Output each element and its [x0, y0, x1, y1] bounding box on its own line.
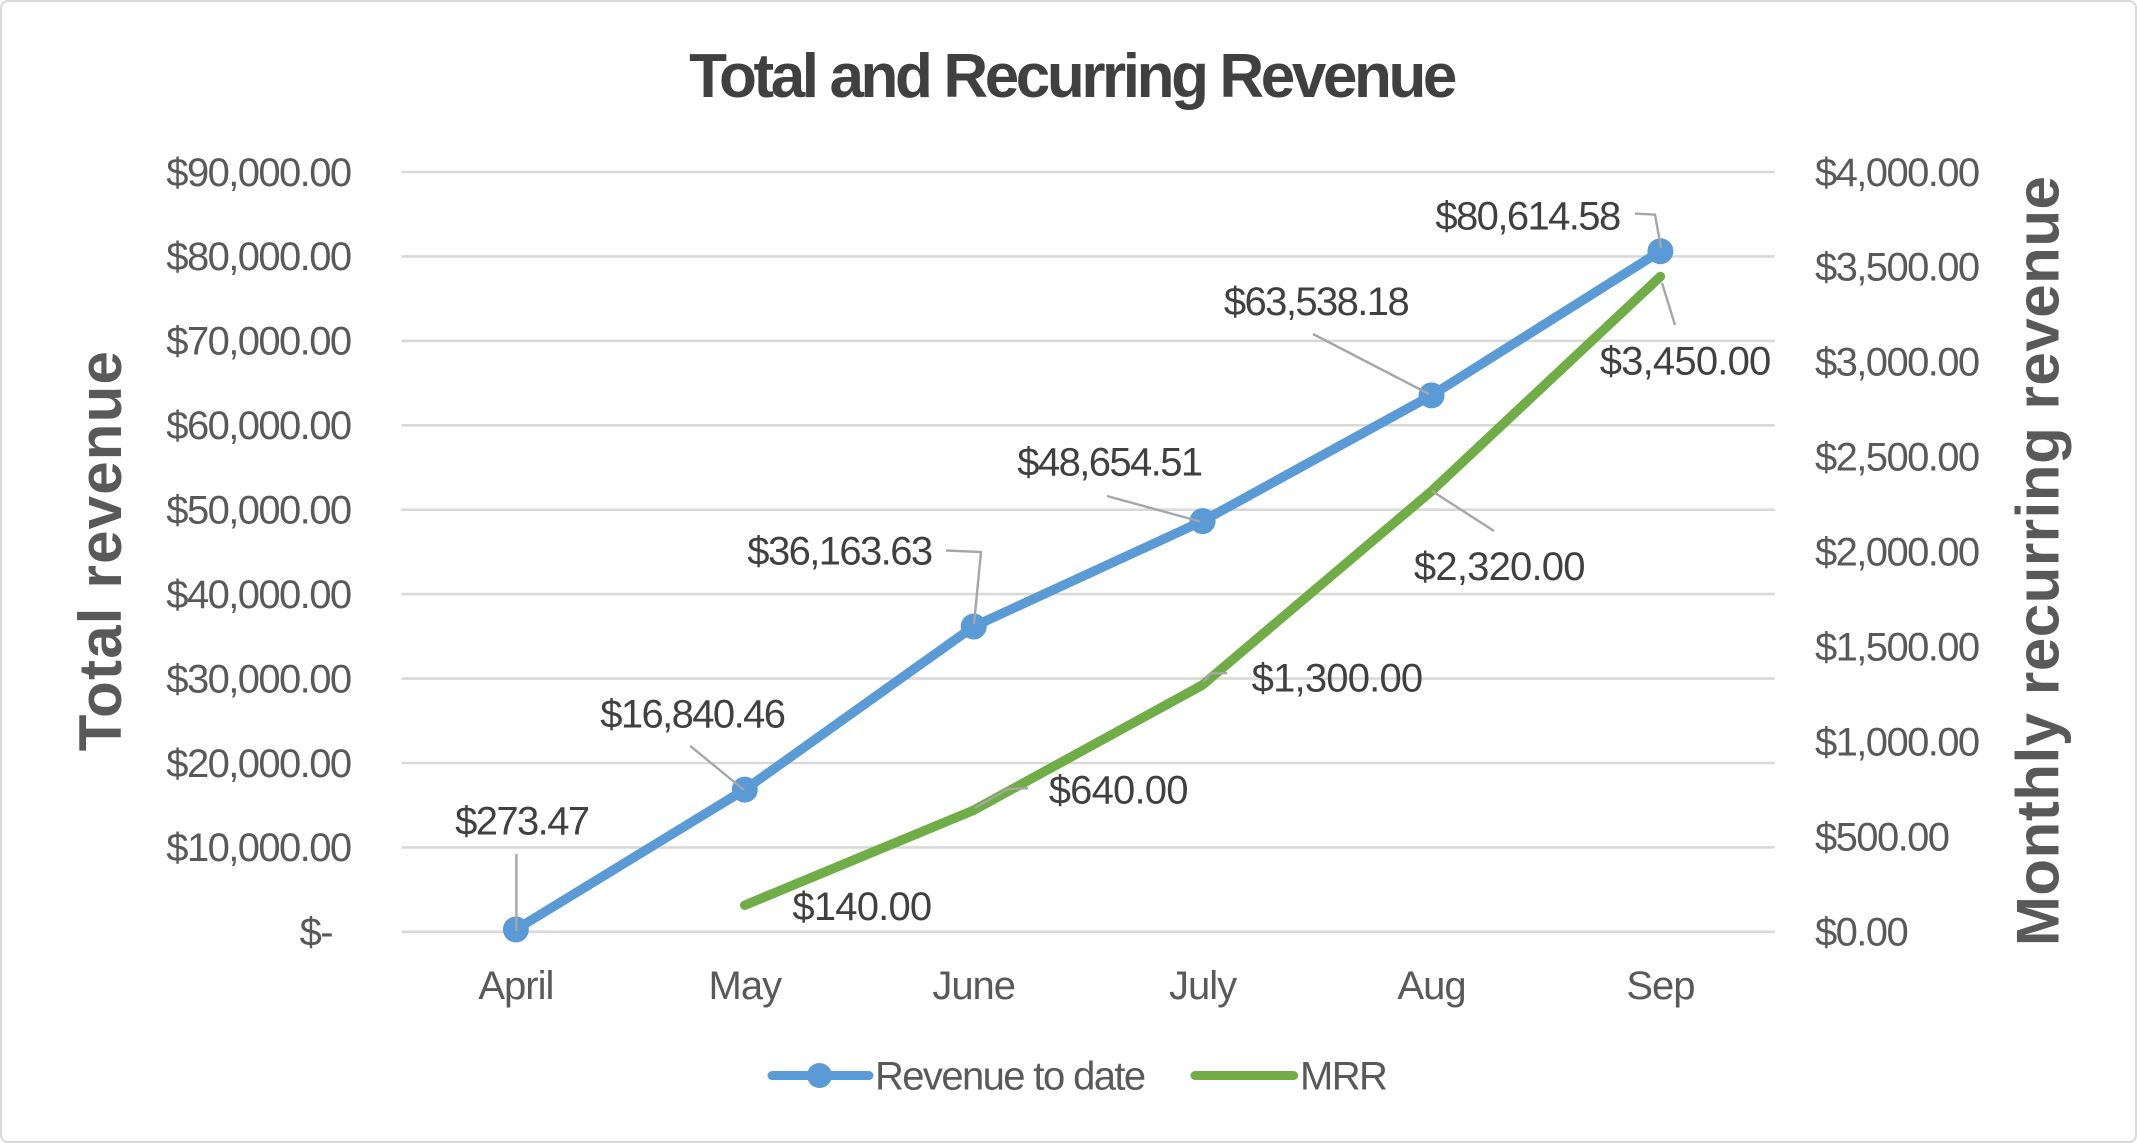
svg-text:$500.00: $500.00 — [1815, 816, 1949, 860]
svg-text:$10,000.00: $10,000.00 — [166, 826, 351, 870]
svg-text:$140.00: $140.00 — [792, 885, 931, 929]
svg-text:$80,000.00: $80,000.00 — [166, 235, 351, 279]
svg-text:$0.00: $0.00 — [1815, 911, 1907, 955]
svg-text:$2,000.00: $2,000.00 — [1815, 531, 1979, 575]
svg-text:Revenue to date: Revenue to date — [875, 1054, 1145, 1098]
svg-text:Total revenue: Total revenue — [67, 350, 134, 751]
svg-text:$48,654.51: $48,654.51 — [1017, 441, 1202, 485]
svg-text:$2,320.00: $2,320.00 — [1414, 545, 1585, 589]
svg-text:$60,000.00: $60,000.00 — [166, 404, 351, 448]
svg-text:$2,500.00: $2,500.00 — [1815, 436, 1979, 480]
svg-text:$1,500.00: $1,500.00 — [1815, 626, 1979, 670]
svg-text:Total and Recurring Revenue: Total and Recurring Revenue — [689, 42, 1456, 111]
svg-text:$1,300.00: $1,300.00 — [1252, 657, 1423, 701]
svg-text:$4,000.00: $4,000.00 — [1815, 151, 1979, 195]
svg-text:$70,000.00: $70,000.00 — [166, 320, 351, 364]
svg-text:April: April — [478, 964, 553, 1008]
svg-text:$3,500.00: $3,500.00 — [1815, 246, 1979, 290]
svg-text:$640.00: $640.00 — [1049, 769, 1188, 813]
svg-text:$3,450.00: $3,450.00 — [1600, 339, 1771, 383]
svg-text:$1,000.00: $1,000.00 — [1815, 721, 1979, 765]
svg-text:$80,614.58: $80,614.58 — [1435, 195, 1620, 239]
svg-text:$36,163.63: $36,163.63 — [747, 529, 932, 573]
svg-text:$63,538.18: $63,538.18 — [1224, 280, 1409, 324]
svg-text:$40,000.00: $40,000.00 — [166, 573, 351, 617]
svg-text:MRR: MRR — [1300, 1054, 1387, 1098]
svg-text:June: June — [932, 964, 1015, 1008]
svg-text:$30,000.00: $30,000.00 — [166, 657, 351, 701]
svg-text:Monthly recurring revenue: Monthly recurring revenue — [2005, 176, 2072, 947]
svg-text:$20,000.00: $20,000.00 — [166, 742, 351, 786]
svg-text:May: May — [709, 964, 783, 1008]
svg-text:$16,840.46: $16,840.46 — [600, 693, 785, 737]
svg-text:$-: $- — [300, 911, 333, 955]
svg-text:July: July — [1169, 964, 1237, 1008]
svg-text:$3,000.00: $3,000.00 — [1815, 341, 1979, 385]
svg-text:$273.47: $273.47 — [455, 800, 589, 844]
svg-text:$50,000.00: $50,000.00 — [166, 489, 351, 533]
svg-text:$90,000.00: $90,000.00 — [166, 151, 351, 195]
svg-text:Sep: Sep — [1626, 964, 1694, 1008]
svg-text:Aug: Aug — [1397, 964, 1465, 1008]
